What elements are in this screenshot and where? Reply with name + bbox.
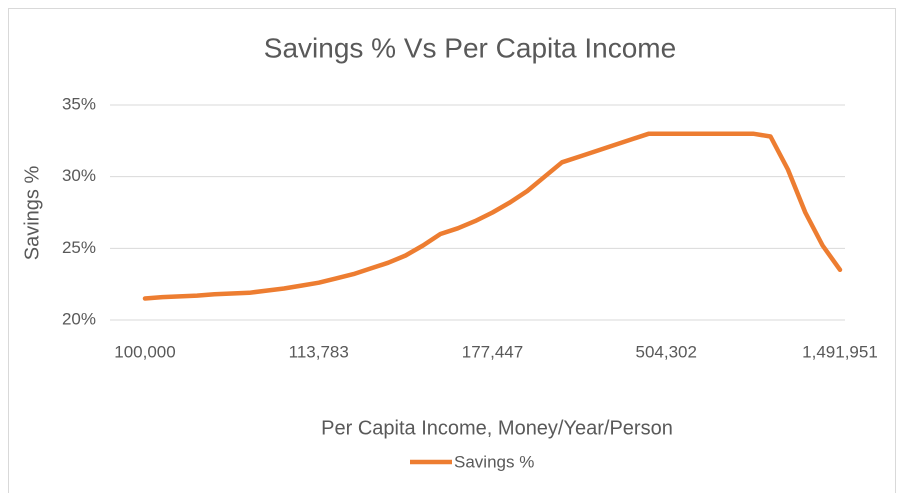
line-series xyxy=(142,131,843,301)
y-axis-title: Savings % xyxy=(21,166,43,261)
legend-label: Savings % xyxy=(454,452,534,471)
y-tick-label: 25% xyxy=(62,238,96,257)
chart-title: Savings % Vs Per Capita Income xyxy=(264,32,676,63)
x-tick-label: 504,302 xyxy=(636,342,697,361)
y-tick-label: 35% xyxy=(62,94,96,113)
x-axis-title: Per Capita Income, Money/Year/Person xyxy=(321,417,673,439)
chart-frame xyxy=(8,8,896,493)
x-tick-label: 113,783 xyxy=(289,342,349,361)
x-tick-label: 100,000 xyxy=(114,342,175,361)
y-tick-label: 20% xyxy=(62,309,96,328)
x-tick-label: 177,447 xyxy=(462,342,523,361)
x-tick-label: 1,491,951 xyxy=(802,342,878,361)
y-tick-label: 30% xyxy=(62,166,96,185)
